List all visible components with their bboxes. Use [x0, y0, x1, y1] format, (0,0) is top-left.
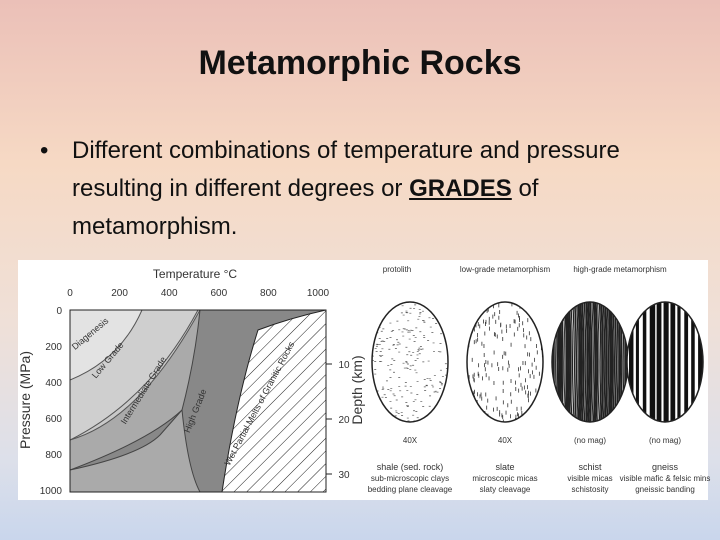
slide-title: Metamorphic Rocks: [198, 44, 522, 82]
y2-tick-label: 20: [338, 415, 350, 426]
bullet-dot: •: [40, 137, 49, 164]
rock-name: slate: [495, 462, 514, 472]
y-tick-label: 600: [45, 414, 62, 425]
bullet-text: • Different combinations of temperature a…: [40, 132, 682, 246]
texture: [372, 302, 448, 422]
emphasis: GRADES: [409, 175, 512, 202]
text-run: of metamorphism.: [72, 175, 539, 240]
plot-frame: [69, 309, 327, 493]
section-outline: [371, 301, 449, 423]
rock-description: schistosity: [572, 485, 609, 494]
grain: [594, 302, 599, 422]
grain: [591, 302, 594, 422]
magnification: (no mag): [574, 436, 606, 445]
grain: [592, 302, 597, 422]
band: [642, 302, 647, 422]
grain: [587, 302, 591, 422]
grain: [604, 302, 608, 422]
y2-tick-label: 30: [338, 470, 350, 481]
band: [649, 302, 656, 422]
grain: [568, 302, 572, 422]
rock-description: gneissic banding: [635, 485, 695, 494]
rock-description: sub-microscopic clays: [371, 474, 449, 483]
texture: [552, 302, 628, 422]
grain: [583, 302, 587, 422]
grain: [597, 302, 600, 422]
text-run: Different combinations of temperature an…: [72, 137, 620, 202]
grain: [566, 302, 570, 422]
band: [656, 302, 662, 422]
magnification: 40X: [498, 436, 513, 445]
band: [663, 302, 669, 422]
grain: [572, 302, 576, 422]
y2-axis-label: Depth (km): [349, 355, 365, 424]
x-tick-label: 600: [210, 288, 227, 299]
rock-description: microscopic micas: [472, 474, 537, 483]
section-header: low-grade metamorphism: [460, 265, 551, 274]
rock-description: visible micas: [567, 474, 612, 483]
band: [684, 302, 689, 422]
section-outline: [626, 301, 704, 423]
grain: [585, 302, 589, 422]
y-tick-label: 200: [45, 342, 62, 353]
grain: [576, 302, 579, 422]
y2-tick-label: 10: [338, 360, 350, 371]
grain: [581, 302, 585, 422]
x-tick-label: 1000: [307, 288, 330, 299]
band: [691, 302, 695, 422]
rock-description: bedding plane cleavage: [368, 485, 453, 494]
rock-name: schist: [578, 462, 602, 472]
band: [629, 302, 634, 422]
band: [635, 302, 639, 422]
grain: [573, 302, 578, 422]
rock-description: visible mafic & felsic mins: [620, 474, 711, 483]
x-tick-label: 800: [260, 288, 277, 299]
zone-fill: [70, 408, 201, 492]
section-header: protolith: [383, 265, 411, 274]
section-header: high-grade metamorphism: [573, 265, 667, 274]
y-tick-label: 0: [56, 306, 62, 317]
x-tick-label: 400: [161, 288, 178, 299]
y-axis-label: Pressure (MPa): [17, 351, 33, 449]
grain: [589, 302, 593, 422]
section-bg: [467, 302, 543, 422]
grain: [598, 302, 602, 422]
grain: [570, 302, 574, 422]
x-axis-label: Temperature °C: [153, 267, 237, 281]
rock-name: shale (sed. rock): [377, 462, 444, 472]
y-tick-label: 400: [45, 378, 62, 389]
melt-zone: [221, 310, 326, 492]
band: [698, 302, 703, 422]
diagram-zones: [70, 310, 326, 492]
texture: [467, 302, 543, 422]
section-bg: [372, 302, 448, 422]
grain: [579, 302, 583, 422]
section-outline: [466, 301, 544, 423]
band: [670, 302, 676, 422]
grain: [577, 302, 582, 422]
magnification: (no mag): [649, 436, 681, 445]
grain: [600, 302, 604, 422]
thin-sections: protolith low-grade metamorphism high-grad…: [368, 265, 711, 494]
x-tick-label: 0: [67, 288, 73, 299]
band: [677, 302, 681, 422]
magnification: 40X: [403, 436, 418, 445]
grain: [609, 302, 614, 422]
grain: [606, 302, 610, 422]
y-tick-label: 1000: [40, 486, 63, 497]
rock-description: slaty cleavage: [480, 485, 531, 494]
y-tick-label: 800: [45, 450, 62, 461]
grain: [607, 302, 612, 422]
x-tick-label: 200: [111, 288, 128, 299]
texture: [627, 302, 703, 422]
rock-name: gneiss: [652, 462, 679, 472]
grain: [602, 302, 606, 422]
